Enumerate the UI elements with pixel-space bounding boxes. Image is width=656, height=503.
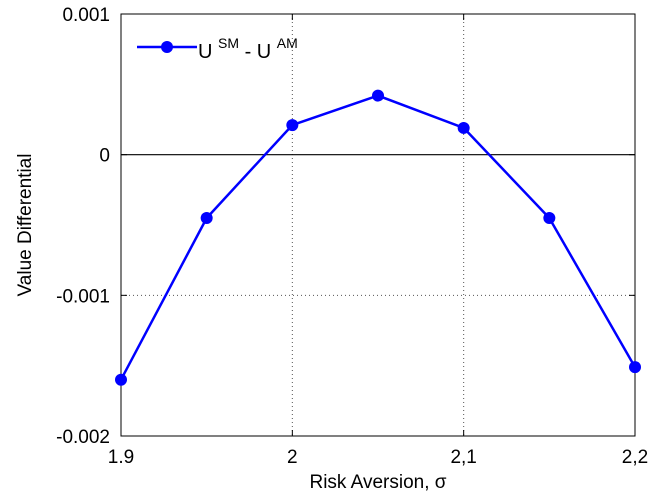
- legend-label: U SM - U AM: [198, 31, 298, 63]
- tick-layer: 1.9 2 2,1 2,2 -0.002 -0.001 0 0.001: [56, 5, 648, 468]
- y-tick-label: 0.001: [62, 5, 110, 26]
- y-tick-label: -0.002: [56, 427, 110, 448]
- data-point: [372, 89, 384, 102]
- x-tick-label: 1.9: [108, 447, 134, 468]
- legend-label-mid: - U: [245, 41, 277, 63]
- data-point: [543, 211, 556, 224]
- legend: U SM - U AM: [137, 31, 298, 63]
- x-tick-label: 2,1: [450, 447, 476, 468]
- data-point: [115, 373, 127, 386]
- y-tick-label: 0: [99, 146, 110, 167]
- x-tick-label: 2,2: [622, 447, 648, 468]
- x-tick-label: 2: [287, 447, 298, 468]
- plot-frame: [120, 13, 636, 437]
- y-tick-label: -0.001: [56, 286, 110, 307]
- y-axis-label: Value Differential: [15, 154, 36, 297]
- legend-label-sup1: SM: [218, 35, 239, 51]
- x-axis-label: Risk Aversion, σ: [309, 472, 446, 493]
- series-line: [119, 94, 637, 381]
- legend-label-u1: U: [198, 41, 212, 63]
- data-point: [629, 361, 641, 374]
- data-point: [286, 119, 299, 132]
- grid-layer: [121, 14, 635, 436]
- data-point: [200, 211, 213, 224]
- legend-marker-swatch: [161, 41, 173, 53]
- series-layer: [115, 89, 641, 386]
- legend-label-sup2: AM: [277, 35, 298, 51]
- data-point: [457, 121, 470, 134]
